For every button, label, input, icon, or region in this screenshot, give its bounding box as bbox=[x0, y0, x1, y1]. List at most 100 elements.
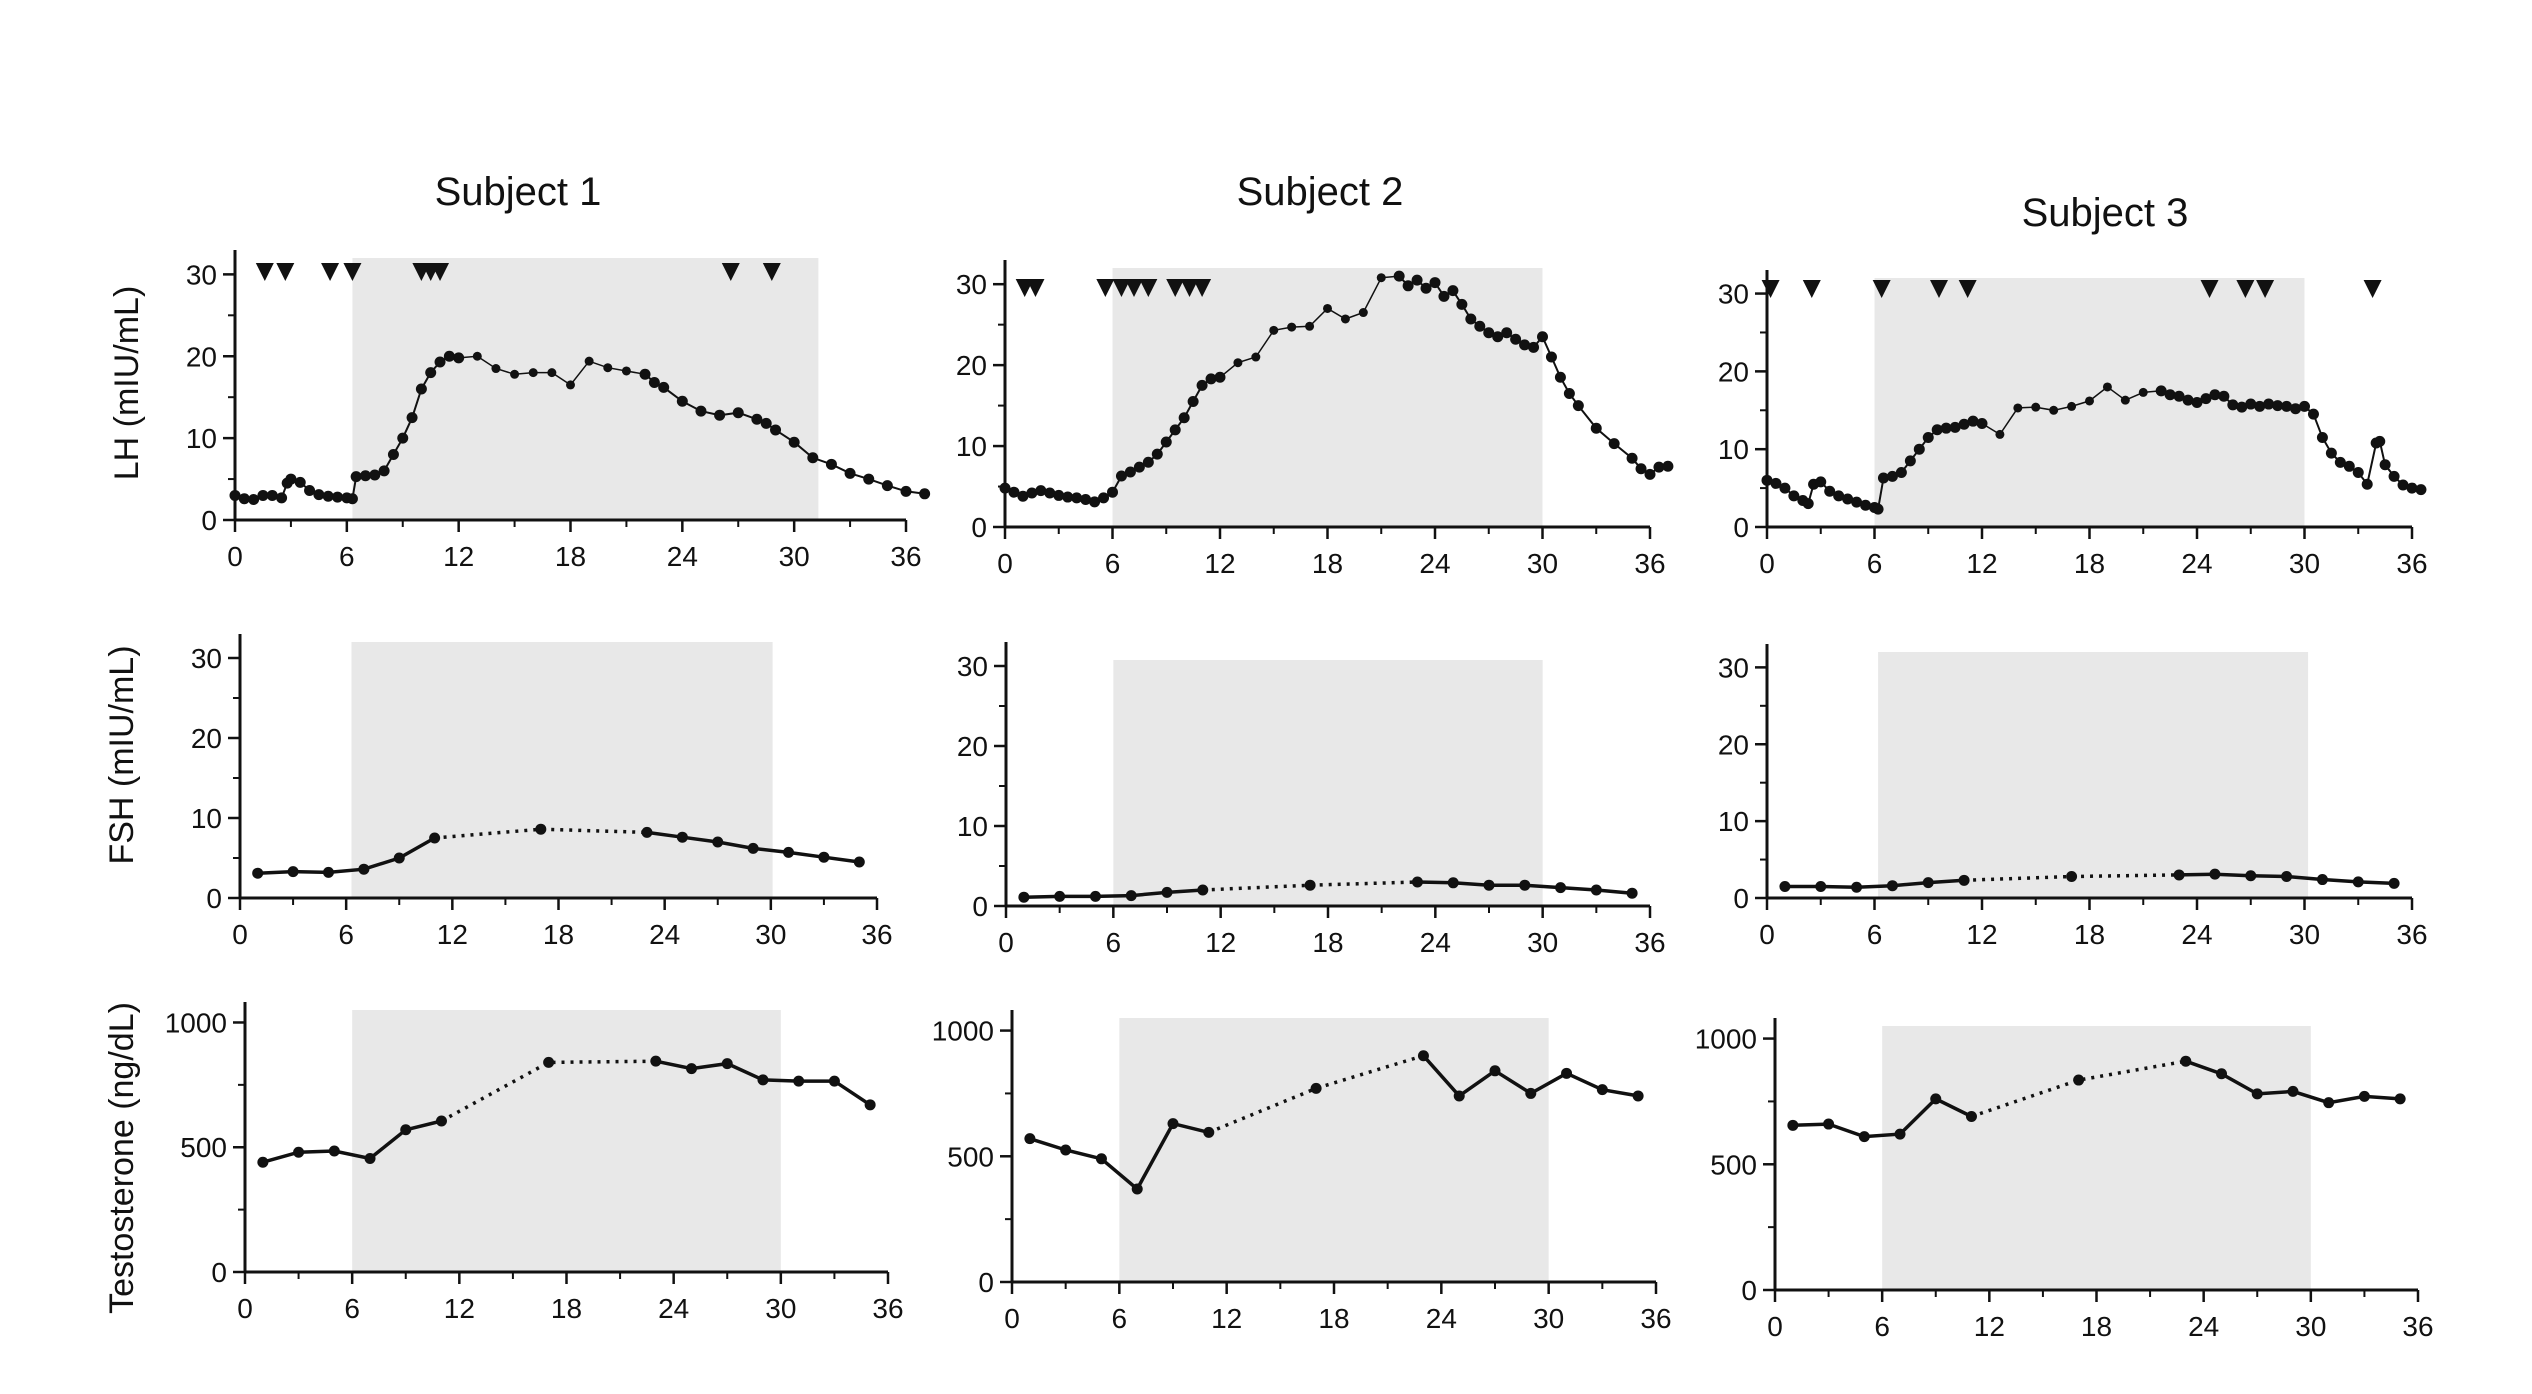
lh-data-point bbox=[304, 485, 316, 497]
fsh-data-point bbox=[1018, 891, 1030, 903]
lh-data-point bbox=[2406, 482, 2418, 494]
x-tick-label: 36 bbox=[872, 1293, 903, 1324]
lh-data-point bbox=[603, 363, 613, 373]
lh-data-point bbox=[1590, 422, 1602, 434]
y-tick-label: 0 bbox=[1733, 883, 1749, 914]
sampling-marker bbox=[1193, 279, 1212, 297]
subject-1-t-panel: 0 6 12 18 24 30 36 0 500 1000 bbox=[165, 1002, 904, 1324]
fsh-data-point bbox=[1197, 884, 1209, 896]
sampling-marker bbox=[1139, 279, 1158, 297]
x-tick-label: 0 bbox=[1759, 919, 1775, 950]
x-tick-label: 12 bbox=[443, 541, 474, 572]
lh-data-point bbox=[1358, 308, 1368, 318]
shaded-period bbox=[1882, 1026, 2311, 1290]
t-data-point bbox=[2073, 1074, 2085, 1086]
lh-data-point bbox=[2325, 447, 2337, 459]
lh-data-point bbox=[1653, 461, 1665, 473]
sampling-marker bbox=[1112, 279, 1131, 297]
lh-data-point bbox=[434, 356, 446, 368]
shaded-period bbox=[1878, 652, 2309, 898]
lh-data-point bbox=[770, 424, 782, 436]
x-tick-label: 0 bbox=[1004, 1303, 1020, 1334]
x-tick-label: 30 bbox=[779, 541, 810, 572]
fsh-data-point bbox=[1054, 890, 1066, 902]
y-tick-label: 10 bbox=[186, 423, 217, 454]
lh-data-point bbox=[1251, 352, 1261, 362]
x-tick-label: 6 bbox=[1106, 927, 1122, 958]
y-tick-label: 1000 bbox=[932, 1016, 994, 1047]
t-data-point bbox=[1823, 1118, 1835, 1130]
lh-data-point bbox=[1269, 325, 1279, 335]
y-tick-label: 1000 bbox=[1695, 1024, 1757, 1055]
x-tick-label: 30 bbox=[765, 1293, 796, 1324]
x-tick-label: 0 bbox=[997, 548, 1013, 579]
lh-data-point bbox=[238, 493, 250, 505]
x-tick-label: 24 bbox=[649, 919, 680, 950]
t-data-point bbox=[1024, 1133, 1036, 1145]
lh-data-point bbox=[2361, 478, 2373, 490]
fsh-data-point bbox=[853, 856, 865, 868]
lh-data-point bbox=[999, 482, 1011, 494]
t-data-point bbox=[1203, 1126, 1215, 1138]
x-tick-label: 24 bbox=[1426, 1303, 1457, 1334]
fsh-data-point bbox=[818, 851, 830, 863]
t-series-line bbox=[262, 1119, 442, 1164]
sampling-marker bbox=[2363, 280, 2382, 298]
sampling-marker bbox=[1761, 280, 1780, 298]
y-tick-label: 30 bbox=[186, 259, 217, 290]
fsh-data-point bbox=[747, 842, 759, 854]
fsh-data-point bbox=[1447, 877, 1459, 889]
x-tick-label: 24 bbox=[1419, 548, 1450, 579]
lh-data-point bbox=[1035, 485, 1047, 497]
x-tick-label: 30 bbox=[1527, 927, 1558, 958]
x-tick-label: 30 bbox=[2295, 1311, 2326, 1342]
row-label-lh: LH (mIU/mL) bbox=[108, 286, 146, 481]
lh-data-point bbox=[1761, 474, 1773, 486]
x-tick-label: 36 bbox=[2396, 919, 2427, 950]
lh-data-point bbox=[2120, 395, 2130, 405]
lh-data-point bbox=[1940, 422, 1952, 434]
x-tick-label: 12 bbox=[1204, 548, 1235, 579]
sampling-marker bbox=[321, 263, 340, 281]
lh-data-point bbox=[1205, 373, 1217, 385]
lh-data-point bbox=[1323, 303, 1332, 313]
y-tick-label: 30 bbox=[1718, 279, 1749, 310]
x-tick-label: 12 bbox=[444, 1293, 475, 1324]
t-data-point bbox=[2394, 1093, 2406, 1105]
fsh-data-point bbox=[322, 866, 334, 878]
t-data-point bbox=[364, 1152, 376, 1164]
lh-data-point bbox=[760, 417, 772, 429]
lh-data-point bbox=[547, 368, 557, 378]
lh-data-point bbox=[2374, 435, 2386, 447]
lh-data-point bbox=[584, 356, 594, 366]
shaded-period bbox=[352, 258, 819, 520]
lh-data-point bbox=[2379, 459, 2391, 471]
lh-data-point bbox=[415, 383, 427, 395]
y-tick-label: 10 bbox=[956, 431, 987, 462]
x-tick-label: 30 bbox=[755, 919, 786, 950]
fsh-data-point bbox=[2352, 876, 2364, 888]
sampling-marker bbox=[1166, 279, 1185, 297]
lh-data-point bbox=[648, 376, 660, 388]
y-tick-label: 500 bbox=[1710, 1149, 1757, 1180]
lh-data-point bbox=[1394, 271, 1404, 281]
lh-data-point bbox=[1215, 372, 1225, 382]
x-tick-label: 0 bbox=[1759, 548, 1775, 579]
y-tick-label: 0 bbox=[1741, 1275, 1757, 1306]
y-tick-label: 20 bbox=[1718, 729, 1749, 760]
t-data-point bbox=[1894, 1128, 1906, 1140]
lh-data-point bbox=[1465, 313, 1477, 325]
lh-data-point bbox=[387, 449, 399, 460]
lh-data-point bbox=[863, 473, 875, 485]
x-tick-label: 24 bbox=[667, 541, 698, 572]
y-tick-label: 10 bbox=[1718, 434, 1749, 465]
lh-data-point bbox=[1572, 400, 1584, 412]
sampling-marker bbox=[431, 263, 450, 281]
lh-data-point bbox=[2156, 386, 2166, 396]
t-data-point bbox=[1930, 1093, 1942, 1105]
x-tick-label: 24 bbox=[2181, 548, 2212, 579]
lh-data-point bbox=[1124, 466, 1136, 478]
fsh-data-point bbox=[1779, 880, 1791, 892]
fsh-data-point bbox=[1626, 887, 1638, 899]
